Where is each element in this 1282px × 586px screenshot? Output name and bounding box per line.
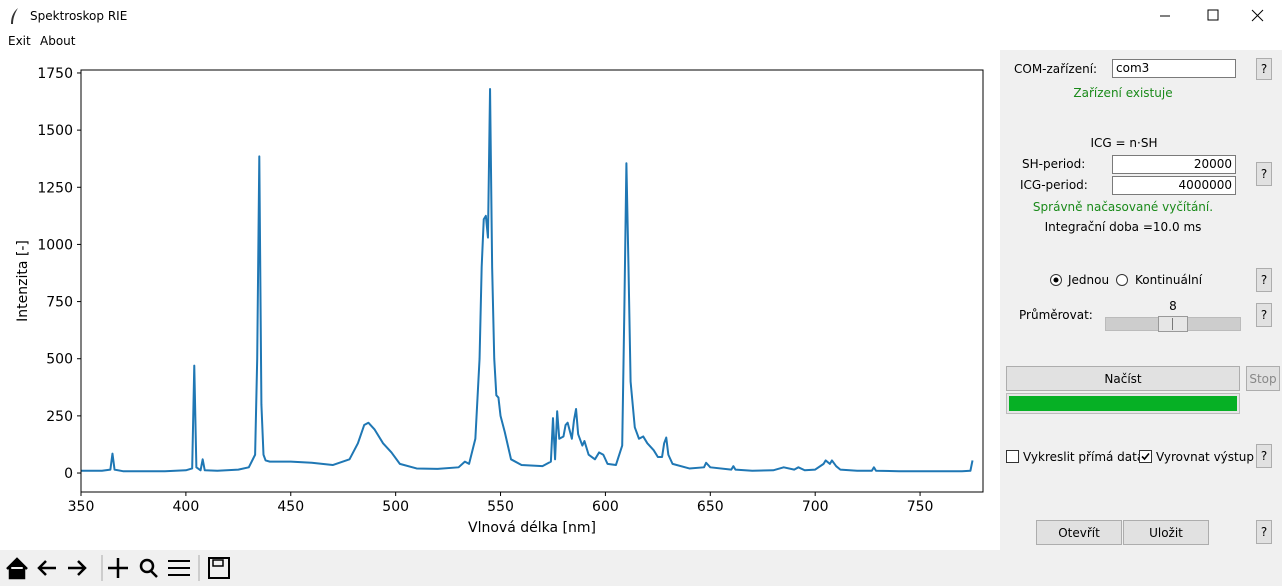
save-figure-button[interactable]: [208, 557, 230, 579]
forward-button[interactable]: [68, 560, 87, 576]
save-button[interactable]: Uložit: [1123, 520, 1209, 545]
y-tick-label: 1500: [37, 123, 73, 139]
configure-button[interactable]: [168, 560, 190, 576]
y-tick-label: 250: [46, 409, 73, 425]
formula: ICG = n·SH: [1090, 136, 1158, 150]
y-tick-label: 750: [46, 295, 73, 311]
checkbox[interactable]: [1006, 450, 1019, 463]
spectrum-chart: Vlnová délka [nm] Intenzita [-] 350 400 45…: [0, 50, 1000, 550]
y-tick-label: 500: [46, 352, 73, 368]
window-controls[interactable]: [1150, 0, 1282, 32]
x-tick-label: 750: [907, 499, 934, 515]
app-icon: [11, 8, 18, 24]
radio-label[interactable]: Kontinuální: [1135, 273, 1203, 287]
radio-selected[interactable]: [1049, 273, 1063, 287]
radio-label[interactable]: Jednou: [1068, 273, 1110, 287]
checkbox-checked[interactable]: [1139, 450, 1152, 463]
x-tick-label: 400: [173, 499, 200, 515]
y-tick-label: 1750: [37, 66, 73, 82]
help-button[interactable]: ?: [1256, 303, 1272, 327]
help-button[interactable]: ?: [1256, 444, 1272, 468]
menu-item[interactable]: Exit: [8, 34, 31, 48]
back-button[interactable]: [37, 560, 56, 576]
menu-bar: [0, 32, 1282, 50]
x-tick-label: 550: [487, 499, 514, 515]
x-tick-label: 500: [382, 499, 409, 515]
x-tick-label: 700: [802, 499, 829, 515]
checkbox-label[interactable]: Vyrovnat výstup: [1156, 450, 1254, 464]
slider-thumb[interactable]: [1158, 316, 1188, 332]
x-axis-label: Vlnová délka [nm]: [468, 520, 596, 536]
pan-button[interactable]: [108, 558, 128, 578]
spectrum-line: [81, 87, 974, 473]
load-button[interactable]: Načíst: [1006, 366, 1240, 391]
figure-background: [0, 50, 1000, 550]
stop-button[interactable]: Stop: [1246, 366, 1280, 391]
x-tick-label: 350: [68, 499, 95, 515]
sh-input[interactable]: 20000: [1112, 155, 1236, 174]
x-tick-label: 650: [697, 499, 724, 515]
icg-label: ICG-period:: [1020, 178, 1088, 192]
checkbox-label[interactable]: Vykreslit přímá data: [1023, 450, 1145, 464]
help-button[interactable]: ?: [1256, 520, 1272, 544]
zoom-button[interactable]: [139, 558, 158, 578]
y-tick-label: 1250: [37, 180, 73, 196]
x-tick-label: 600: [592, 499, 619, 515]
com-status: Zařízení existuje: [1073, 86, 1173, 100]
plot-toolbar: [6, 555, 230, 581]
average-label: Průměrovat:: [1019, 308, 1093, 322]
radio[interactable]: [1115, 273, 1129, 287]
slider-value: 8: [1169, 299, 1177, 313]
help-button[interactable]: ?: [1256, 268, 1272, 292]
menu-item[interactable]: About: [40, 34, 76, 48]
help-button[interactable]: ?: [1256, 58, 1272, 80]
open-button[interactable]: Otevřít: [1036, 520, 1122, 545]
title-bar: [0, 0, 1282, 32]
y-tick-label: 1000: [37, 237, 73, 253]
help-button[interactable]: ?: [1256, 162, 1272, 186]
window-title: Spektroskop RIE: [30, 9, 128, 23]
axes-frame: [80, 69, 984, 493]
com-input[interactable]: com3: [1112, 59, 1236, 78]
y-axis-label: Intenzita [-]: [15, 240, 31, 322]
y-tick-label: 0: [64, 466, 73, 482]
com-label: COM-zařízení:: [1014, 62, 1098, 76]
x-tick-label: 450: [277, 499, 304, 515]
timing-status: Správně načasované vyčítání.: [1032, 200, 1214, 214]
integration-time: Integrační doba =10.0 ms: [1044, 220, 1202, 234]
icg-input[interactable]: 4000000: [1112, 176, 1236, 195]
sh-label: SH-period:: [1022, 157, 1086, 171]
home-button[interactable]: [6, 557, 28, 580]
progress-bar: [1006, 393, 1240, 414]
